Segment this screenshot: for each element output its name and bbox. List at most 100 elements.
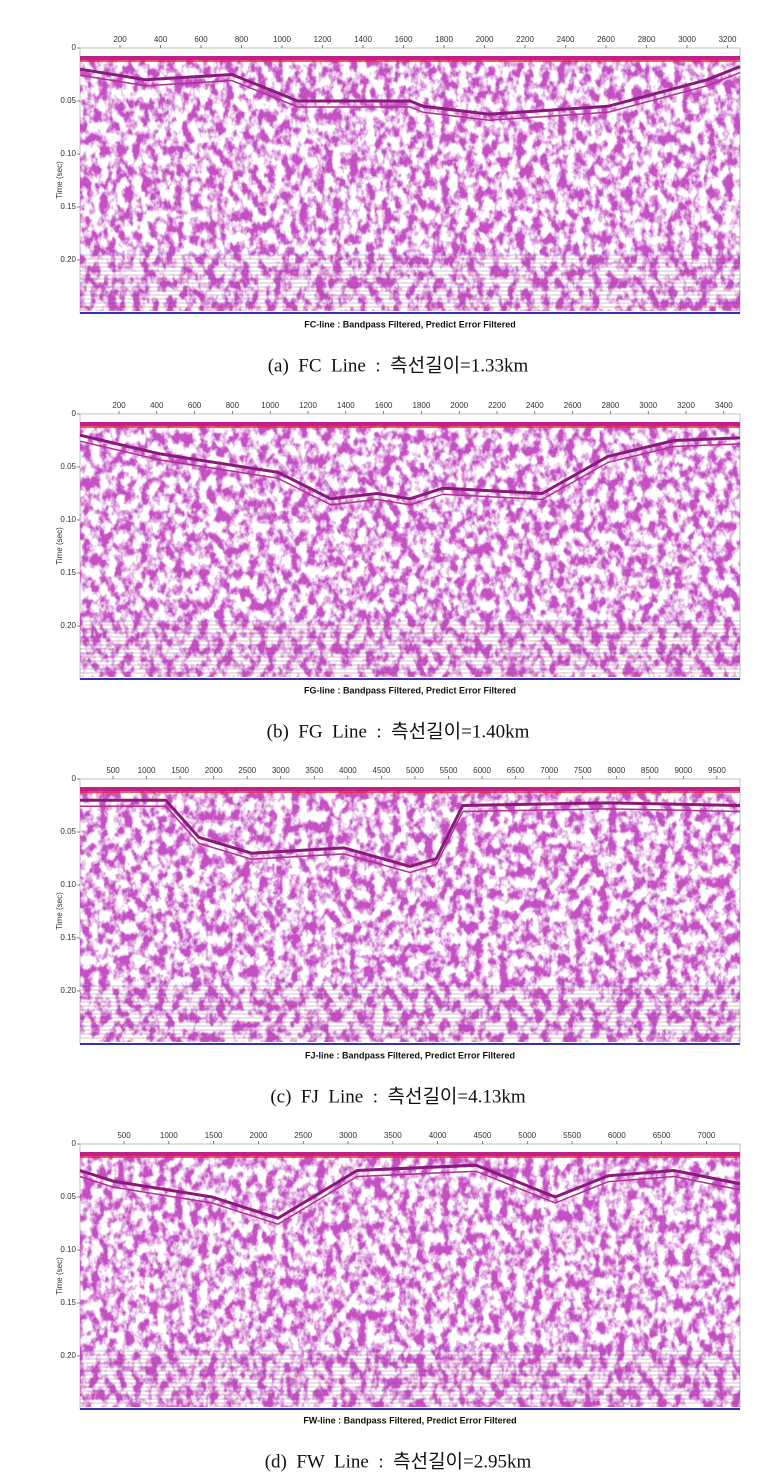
panel-caption: (c) FJ Line : 측선길이=4.13km: [270, 1085, 526, 1107]
x-tick-label: 4000: [339, 766, 357, 775]
x-tick-label: 2200: [488, 401, 506, 410]
x-tick-label: 500: [106, 766, 120, 775]
y-tick-label: 0.05: [60, 462, 76, 471]
x-tick-label: 1200: [314, 35, 332, 44]
x-tick-label: 4500: [373, 766, 391, 775]
x-tick-label: 5000: [518, 1131, 536, 1140]
y-tick-label: 0.10: [60, 149, 76, 158]
x-tick-label: 3000: [678, 35, 696, 44]
y-tick-label: 0.15: [60, 1298, 76, 1307]
x-tick-label: 800: [226, 401, 240, 410]
x-tick-label: 3200: [677, 401, 695, 410]
panel-caption: (d) FW Line : 측선길이=2.95km: [265, 1450, 532, 1472]
x-tick-label: 4500: [474, 1131, 492, 1140]
x-tick-label: 3400: [715, 401, 733, 410]
x-tick-label: 400: [150, 401, 164, 410]
x-tick-label: 3500: [305, 766, 323, 775]
x-tick-label: 3000: [639, 401, 657, 410]
x-tick-label: 2000: [250, 1131, 268, 1140]
x-tick-label: 8000: [607, 766, 625, 775]
y-axis-label: Time (sec): [55, 527, 64, 565]
x-tick-label: 4000: [429, 1131, 447, 1140]
x-tick-label: 200: [113, 35, 127, 44]
seismic-section: [80, 1154, 740, 1407]
y-tick-label: 0: [72, 43, 77, 52]
y-tick-label: 0.15: [60, 568, 76, 577]
x-tick-label: 1000: [273, 35, 291, 44]
x-tick-label: 500: [117, 1131, 131, 1140]
y-tick-label: 0.15: [60, 202, 76, 211]
x-tick-label: 9500: [708, 766, 726, 775]
x-tick-label: 1500: [171, 766, 189, 775]
x-tick-label: 7000: [540, 766, 558, 775]
x-tick-label: 7500: [574, 766, 592, 775]
x-tick-label: 1400: [354, 35, 372, 44]
x-tick-label: 400: [154, 35, 168, 44]
panel-title: FG-line : Bandpass Filtered, Predict Err…: [304, 685, 516, 695]
seabed-reflector: [79, 433, 741, 501]
seabed-reflector-2: [80, 805, 741, 874]
x-tick-label: 7000: [698, 1131, 716, 1140]
x-tick-label: 200: [112, 401, 126, 410]
y-tick-label: 0: [72, 409, 77, 418]
x-tick-label: 5500: [440, 766, 458, 775]
y-tick-label: 0.10: [60, 515, 76, 524]
x-tick-label: 1600: [375, 401, 393, 410]
panel-title: FC-line : Bandpass Filtered, Predict Err…: [304, 319, 516, 329]
y-tick-label: 0.10: [60, 1245, 76, 1254]
y-tick-label: 0.20: [60, 986, 76, 995]
x-tick-label: 1000: [138, 766, 156, 775]
x-tick-label: 6000: [473, 766, 491, 775]
y-tick-label: 0.05: [60, 1192, 76, 1201]
x-tick-label: 1600: [395, 35, 413, 44]
x-tick-label: 1800: [413, 401, 431, 410]
x-tick-label: 2000: [476, 35, 494, 44]
panel-caption: (a) FC Line : 측선길이=1.33km: [268, 354, 529, 376]
y-tick-label: 0.20: [60, 621, 76, 630]
x-tick-label: 1800: [435, 35, 453, 44]
seabed-reflector: [79, 65, 741, 116]
x-tick-label: 800: [235, 35, 249, 44]
x-tick-label: 600: [188, 401, 202, 410]
x-tick-label: 2800: [602, 401, 620, 410]
y-axis-label: Time (sec): [55, 1257, 64, 1295]
x-tick-label: 2600: [564, 401, 582, 410]
x-tick-label: 2500: [238, 766, 256, 775]
y-axis-label: Time (sec): [55, 892, 64, 930]
x-tick-label: 1000: [160, 1131, 178, 1140]
y-tick-label: 0.20: [60, 1351, 76, 1360]
x-tick-label: 2400: [557, 35, 575, 44]
seabed-reflector: [79, 1163, 741, 1220]
x-tick-label: 6500: [507, 766, 525, 775]
x-tick-label: 3500: [384, 1131, 402, 1140]
x-tick-label: 2000: [450, 401, 468, 410]
x-tick-label: 6000: [608, 1131, 626, 1140]
x-tick-label: 3200: [719, 35, 737, 44]
x-tick-label: 3000: [339, 1131, 357, 1140]
y-tick-label: 0.05: [60, 96, 76, 105]
panel-title: FJ-line : Bandpass Filtered, Predict Err…: [305, 1050, 515, 1060]
x-tick-label: 1000: [261, 401, 279, 410]
x-tick-label: 2200: [516, 35, 534, 44]
panel-caption: (b) FG Line : 측선길이=1.40km: [267, 720, 530, 742]
x-tick-label: 600: [194, 35, 208, 44]
y-tick-label: 0: [72, 1139, 77, 1148]
x-tick-label: 2600: [597, 35, 615, 44]
y-axis-label: Time (sec): [55, 161, 64, 199]
x-tick-label: 2400: [526, 401, 544, 410]
x-tick-label: 6500: [653, 1131, 671, 1140]
y-tick-label: 0.20: [60, 255, 76, 264]
seabed-reflector-2: [79, 440, 741, 506]
y-tick-label: 0: [72, 774, 77, 783]
seabed-reflector-2: [79, 1170, 741, 1226]
seismic-section: [80, 789, 740, 1042]
x-tick-label: 1200: [299, 401, 317, 410]
seabed-reflector-2: [79, 71, 741, 122]
x-tick-label: 5000: [406, 766, 424, 775]
x-tick-label: 8500: [641, 766, 659, 775]
y-tick-label: 0.10: [60, 880, 76, 889]
x-tick-label: 3000: [272, 766, 290, 775]
x-tick-label: 9000: [674, 766, 692, 775]
panel-title: FW-line : Bandpass Filtered, Predict Err…: [303, 1415, 516, 1425]
